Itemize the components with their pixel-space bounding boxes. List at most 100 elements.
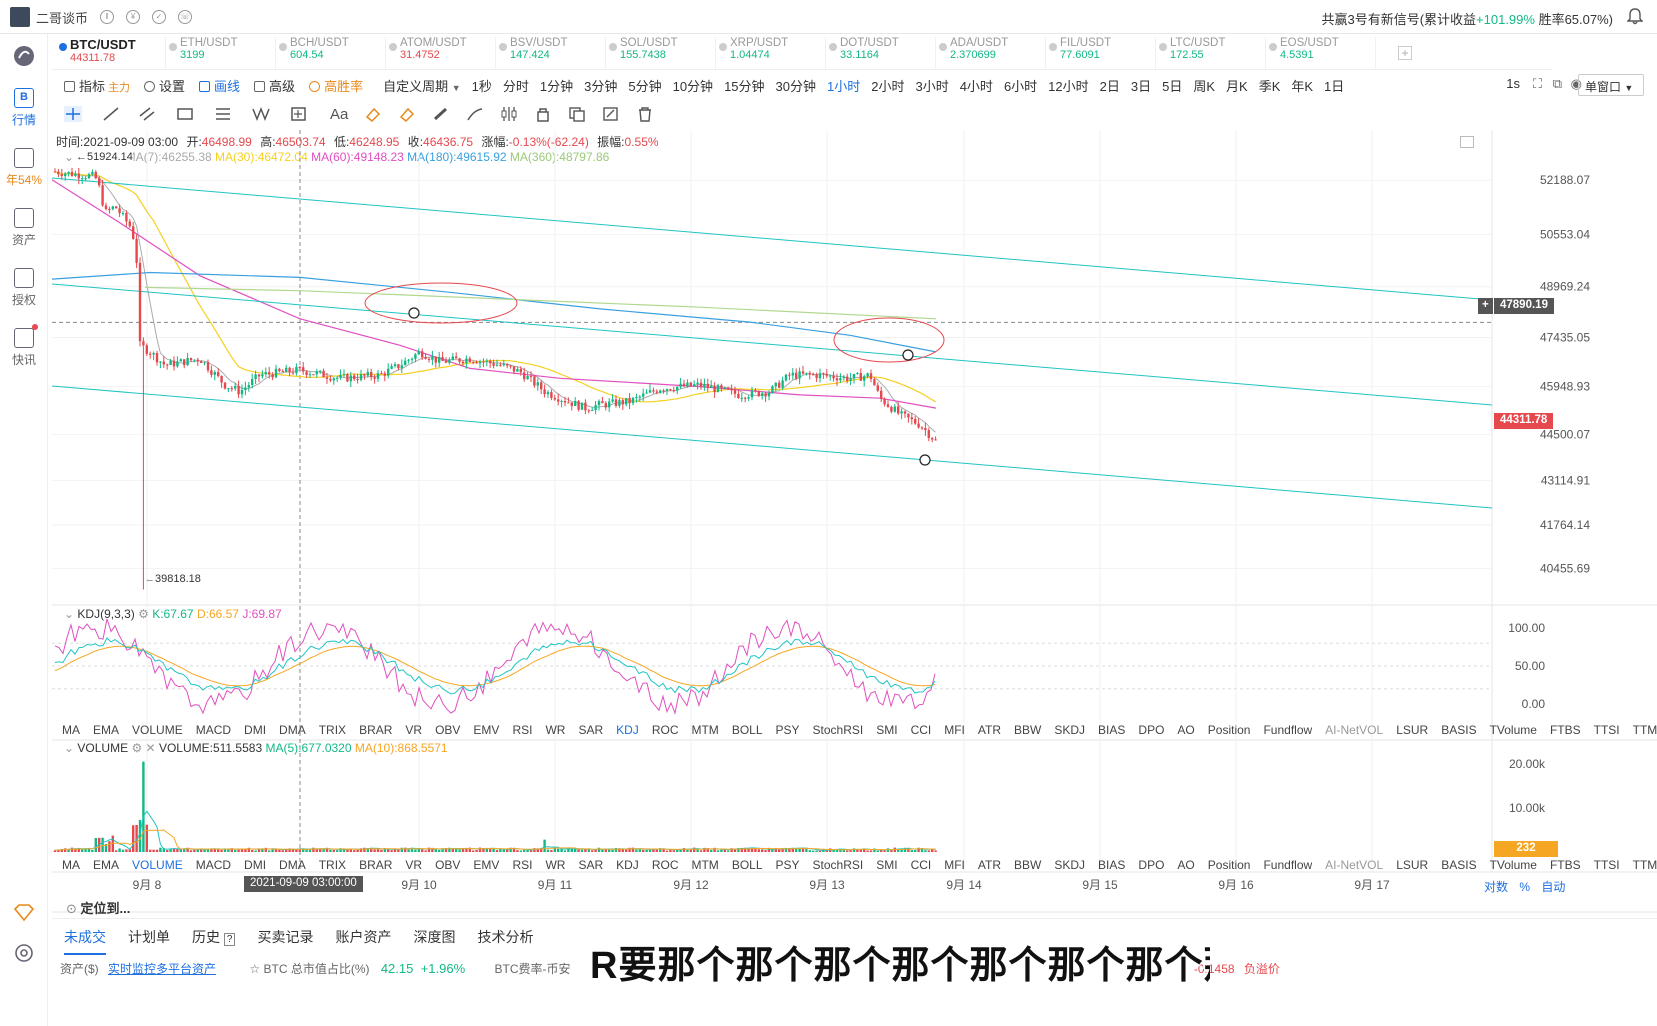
- period-option[interactable]: 月K: [1226, 78, 1248, 94]
- period-option[interactable]: 3小时: [915, 78, 949, 94]
- indicator-tab-mtm[interactable]: MTM: [691, 858, 719, 872]
- settings-gear-icon[interactable]: [13, 942, 35, 964]
- sidebar-item-news[interactable]: 快讯: [0, 324, 48, 368]
- indicator-tab-cci[interactable]: CCI: [910, 858, 932, 872]
- indicator-tab-lsur[interactable]: LSUR: [1396, 723, 1429, 737]
- period-option[interactable]: 年K: [1291, 78, 1314, 94]
- period-option[interactable]: 1日: [1324, 78, 1345, 94]
- multi-platform-link[interactable]: 实时监控多平台资产: [108, 962, 217, 976]
- indicator-tab-ma[interactable]: MA: [62, 723, 80, 737]
- indicator-tab-rsi[interactable]: RSI: [512, 858, 533, 872]
- indicator-tab-brar[interactable]: BRAR: [359, 858, 393, 872]
- expand-icon[interactable]: [1460, 136, 1474, 148]
- indicator-tab-mfi[interactable]: MFI: [944, 723, 965, 737]
- indicator-tab-ao[interactable]: AO: [1177, 858, 1195, 872]
- brush-icon[interactable]: [466, 106, 484, 122]
- ticker-tab[interactable]: SOL/USDT 155.7438: [606, 37, 716, 69]
- link-icon[interactable]: [432, 106, 450, 122]
- channel-icon[interactable]: [138, 106, 156, 122]
- avatar[interactable]: [10, 7, 30, 27]
- indicator-tab-sar[interactable]: SAR: [578, 723, 604, 737]
- indicator-tab-ema[interactable]: EMA: [93, 858, 120, 872]
- pause-icon[interactable]: ǁ: [100, 10, 115, 24]
- period-option[interactable]: 1分钟: [539, 78, 574, 94]
- wave-icon[interactable]: [252, 106, 270, 122]
- indicator-tab-wr[interactable]: WR: [545, 858, 566, 872]
- indicator-tab-atr[interactable]: ATR: [977, 723, 1002, 737]
- indicator-tab-roc[interactable]: ROC: [651, 858, 679, 872]
- sidebar-item-strategy[interactable]: 年54%: [0, 148, 48, 188]
- ticker-tab[interactable]: BSV/USDT 147.424: [496, 37, 606, 69]
- indicator-tab-kdj[interactable]: KDJ: [616, 858, 639, 872]
- indicator-tab-ttsi[interactable]: TTSI: [1593, 723, 1620, 737]
- indicator-tab-bbw[interactable]: BBW: [1014, 858, 1042, 872]
- window-mode-select[interactable]: 单窗口 ▼: [1578, 74, 1644, 96]
- interval-toggle[interactable]: 1s: [1506, 76, 1520, 91]
- tab-technical-analysis[interactable]: 技术分析: [477, 929, 534, 945]
- indicator-tab-kdj[interactable]: KDJ: [616, 723, 639, 737]
- period-option[interactable]: 周K: [1193, 78, 1216, 94]
- ticker-tab[interactable]: ETH/USDT 3199: [166, 37, 276, 69]
- add-alert-icon[interactable]: +: [1478, 298, 1493, 314]
- sidebar-item-market[interactable]: B 行情: [0, 88, 48, 128]
- indicator-tab-ema[interactable]: EMA: [93, 723, 120, 737]
- period-option[interactable]: 5分钟: [628, 78, 662, 94]
- period-option[interactable]: 4小时: [959, 78, 993, 94]
- collapse-icon[interactable]: ⌄: [64, 741, 75, 755]
- indicator-tab-psy[interactable]: PSY: [775, 858, 800, 872]
- indicator-tab-sar[interactable]: SAR: [578, 858, 604, 872]
- custom-period-dropdown[interactable]: 自定义周期 ▼: [383, 78, 461, 94]
- indicator-tab-boll[interactable]: BOLL: [731, 858, 763, 872]
- indicator-tab-bbw[interactable]: BBW: [1014, 723, 1042, 737]
- indicator-tab-position[interactable]: Position: [1207, 858, 1251, 872]
- eraser-icon[interactable]: [364, 106, 382, 122]
- indicator-tab-trix[interactable]: TRIX: [318, 858, 347, 872]
- indicator-tab-bias[interactable]: BIAS: [1098, 723, 1126, 737]
- indicator-tab-vr[interactable]: VR: [405, 858, 423, 872]
- indicator-tab-boll[interactable]: BOLL: [731, 723, 763, 737]
- indicator-tab-dpo[interactable]: DPO: [1138, 858, 1165, 872]
- indicator-tab-ttmu[interactable]: TTMU: [1632, 858, 1657, 872]
- ticker-tab[interactable]: FIL/USDT 77.6091: [1046, 37, 1156, 69]
- shield-icon[interactable]: ¥: [126, 10, 141, 24]
- tab-plan-orders[interactable]: 计划单: [128, 929, 170, 945]
- ticker-tab[interactable]: XRP/USDT 1.04474: [716, 37, 826, 69]
- text-tool-icon[interactable]: Aa: [330, 106, 349, 123]
- signal-notice[interactable]: 共赢3号有新信号(累计收益+101.99% 胜率65.07%): [1321, 12, 1613, 27]
- time-axis[interactable]: 9月 8 9月 10 9月 11 9月 12 9月 13 9月 14 9月 15 9月 16 9…: [133, 878, 1390, 892]
- rectangle-icon[interactable]: [176, 106, 194, 122]
- indicator-tab-dma[interactable]: DMA: [279, 858, 306, 872]
- sidebar-item-auth[interactable]: 授权: [0, 268, 48, 308]
- indicator-tab-bias[interactable]: BIAS: [1098, 858, 1126, 872]
- winrate-button[interactable]: 高胜率: [309, 76, 363, 95]
- ticker-tab[interactable]: ATOM/USDT 31.4752: [386, 37, 496, 69]
- indicator-tab-smi[interactable]: SMI: [876, 723, 898, 737]
- period-option[interactable]: 12小时: [1048, 78, 1089, 94]
- candle-tool-icon[interactable]: [500, 106, 518, 122]
- price-axis[interactable]: 52188.07 50553.04 48969.24 47435.05 45948.93…: [1508, 173, 1590, 815]
- indicator-tab-dma[interactable]: DMA: [279, 723, 306, 737]
- indicator-tab-macd[interactable]: MACD: [195, 723, 232, 737]
- trendline-icon[interactable]: [102, 106, 120, 122]
- lock-icon[interactable]: [534, 106, 552, 122]
- tab-depth-chart[interactable]: 深度图: [413, 929, 456, 945]
- indicator-tab-emv[interactable]: EMV: [473, 858, 500, 872]
- period-option[interactable]: 3分钟: [584, 78, 618, 94]
- indicator-tab-stochrsi[interactable]: StochRSI: [812, 858, 864, 872]
- eye-icon[interactable]: ⌄: [64, 150, 75, 164]
- advanced-button[interactable]: 高级: [254, 76, 295, 95]
- bell-icon[interactable]: [1627, 8, 1643, 25]
- measure-icon[interactable]: [290, 106, 308, 122]
- copy-icon[interactable]: [568, 106, 586, 122]
- indicator-tab-tvolume[interactable]: TVolume: [1489, 858, 1537, 872]
- period-option[interactable]: 分时: [502, 78, 529, 94]
- indicator-tab-obv[interactable]: OBV: [435, 858, 461, 872]
- locate-button[interactable]: ⊙ 定位到...: [66, 901, 131, 916]
- camera-icon[interactable]: ◉: [1570, 76, 1582, 91]
- period-option[interactable]: 2小时: [871, 78, 905, 94]
- settings-button[interactable]: 设置: [144, 76, 185, 95]
- indicator-tab-roc[interactable]: ROC: [651, 723, 679, 737]
- tab-open-orders[interactable]: 未成交: [64, 927, 106, 955]
- close-icon[interactable]: ✕: [145, 741, 156, 755]
- indicator-tab-wr[interactable]: WR: [545, 723, 566, 737]
